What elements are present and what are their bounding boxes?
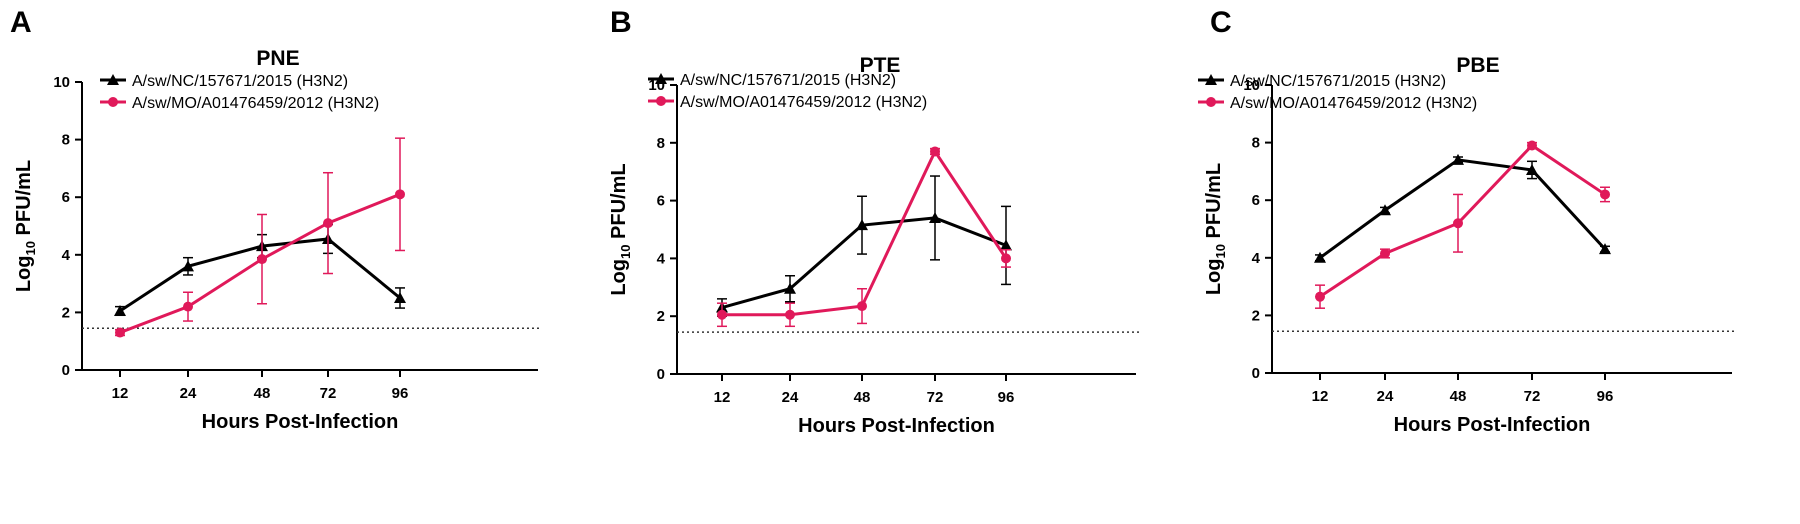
data-point (257, 254, 267, 265)
chart-title: PTE (860, 54, 901, 77)
chart-title: PNE (256, 47, 299, 70)
y-tick-label: 0 (657, 366, 665, 383)
y-tick-label: 10 (53, 74, 70, 91)
data-point (1315, 291, 1325, 302)
y-tick-label: 2 (657, 308, 665, 325)
y-tick-label: 8 (62, 132, 70, 149)
panel-letter: A (10, 6, 32, 39)
y-tick-label: 0 (1252, 365, 1260, 382)
x-tick-label: 96 (392, 385, 409, 402)
y-axis-title: Log10 PFU/mL (1203, 163, 1228, 295)
x-tick-label: 24 (180, 385, 197, 402)
y-tick-label: 8 (1252, 135, 1260, 152)
y-tick-label: 6 (657, 193, 665, 210)
data-point (785, 309, 795, 320)
y-tick-label: 2 (1252, 307, 1260, 324)
data-point (1000, 239, 1012, 251)
y-axis-title: Log10 PFU/mL (608, 163, 633, 295)
data-point (1379, 204, 1391, 216)
x-tick-label: 12 (714, 389, 731, 406)
data-point (323, 218, 333, 229)
legend-marker (1205, 74, 1217, 85)
legend-label: A/sw/MO/A01476459/2012 (H3N2) (132, 95, 379, 112)
data-point (930, 146, 940, 157)
data-point (856, 219, 868, 231)
data-point (717, 309, 727, 320)
y-tick-label: 4 (1252, 250, 1261, 267)
x-axis-title: Hours Post-Infection (202, 411, 399, 433)
legend: A/sw/NC/157671/2015 (H3N2) A/sw/MO/A01476… (648, 72, 927, 111)
legend-label: A/sw/MO/A01476459/2012 (H3N2) (680, 94, 927, 111)
data-point (1452, 153, 1464, 165)
x-tick-label: 48 (854, 389, 871, 406)
data-point (1001, 253, 1011, 264)
series-nc (1314, 153, 1611, 263)
legend-marker (1206, 97, 1216, 107)
data-point (784, 282, 796, 294)
panel-letter: C (1210, 6, 1232, 39)
y-tick-label: 6 (62, 189, 70, 206)
y-tick-label: 4 (657, 250, 666, 267)
y-axis-title: Log10 PFU/mL (13, 160, 38, 292)
y-tick-label: 10 (1243, 77, 1260, 94)
data-point (1600, 189, 1610, 200)
x-tick-label: 24 (1377, 388, 1394, 405)
data-point (183, 301, 193, 312)
data-point (1314, 251, 1326, 263)
series-nc (114, 223, 406, 317)
x-tick-label: 12 (112, 385, 129, 402)
y-tick-label: 0 (62, 362, 70, 379)
y-tick-label: 4 (62, 247, 71, 264)
data-point (394, 292, 406, 303)
x-tick-label: 96 (998, 389, 1015, 406)
data-point (395, 189, 405, 200)
legend-marker (107, 74, 119, 85)
series-mo (115, 137, 405, 338)
x-tick-label: 72 (1524, 388, 1541, 405)
series-line (1319, 158, 1607, 260)
x-tick-label: 72 (320, 385, 337, 402)
data-point (115, 327, 125, 338)
legend-label: A/sw/MO/A01476459/2012 (H3N2) (1230, 95, 1477, 112)
data-point (857, 301, 867, 312)
y-tick-label: 6 (1252, 192, 1260, 209)
x-tick-label: 24 (782, 389, 799, 406)
data-point (114, 304, 126, 316)
series-mo (717, 146, 1011, 328)
data-point (1453, 218, 1463, 229)
chart-title: PBE (1456, 54, 1499, 77)
data-point (182, 260, 194, 272)
legend-label: A/sw/NC/157671/2015 (H3N2) (132, 73, 348, 90)
x-axis-title: Hours Post-Infection (1394, 414, 1591, 436)
data-point (929, 211, 941, 223)
series-line (721, 216, 1007, 309)
legend: A/sw/NC/157671/2015 (H3N2) A/sw/MO/A01476… (100, 73, 379, 112)
legend-label: A/sw/NC/157671/2015 (H3N2) (680, 72, 896, 89)
series-line (722, 148, 1008, 317)
legend-marker (108, 97, 118, 107)
legend-marker (655, 73, 667, 84)
legend-marker (656, 96, 666, 106)
x-tick-label: 96 (1597, 388, 1614, 405)
data-point (1527, 140, 1537, 151)
series-mo (1315, 140, 1610, 309)
x-axis-title: Hours Post-Infection (798, 415, 995, 437)
x-tick-label: 48 (1450, 388, 1467, 405)
data-point (1599, 243, 1611, 255)
y-tick-label: 8 (657, 135, 665, 152)
x-tick-label: 72 (927, 389, 944, 406)
data-point (1526, 163, 1538, 175)
series-nc (716, 175, 1012, 317)
data-point (1380, 248, 1390, 259)
legend-label: A/sw/NC/157671/2015 (H3N2) (1230, 73, 1446, 90)
panel-letter: B (610, 6, 632, 39)
x-tick-label: 12 (1312, 388, 1329, 405)
x-tick-label: 48 (254, 385, 271, 402)
y-tick-label: 2 (62, 304, 70, 321)
legend: A/sw/NC/157671/2015 (H3N2) A/sw/MO/A01476… (1198, 73, 1477, 112)
